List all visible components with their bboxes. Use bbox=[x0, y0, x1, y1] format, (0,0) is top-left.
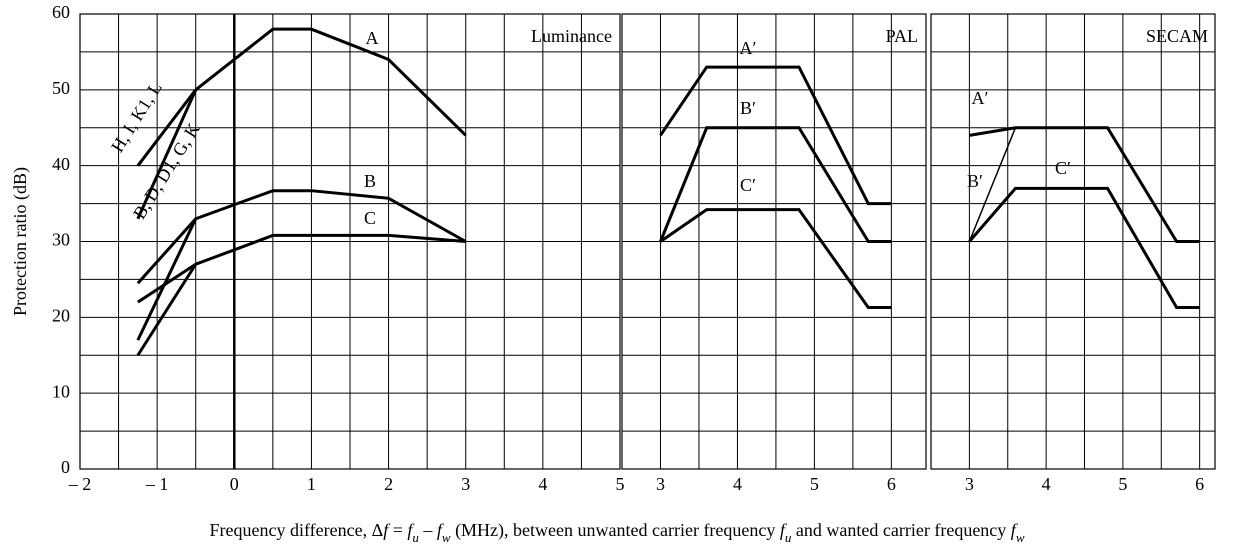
x-axis-label-part: w bbox=[1016, 530, 1025, 545]
x-axis-label-part: – bbox=[419, 520, 437, 540]
y-tick-label: 30 bbox=[52, 230, 70, 250]
x-axis-label-part: u bbox=[412, 530, 419, 545]
data-line bbox=[969, 126, 1200, 243]
x-tick-label: 5 bbox=[810, 474, 819, 494]
x-axis-label-part: w bbox=[442, 530, 451, 545]
x-axis-label-part: f bbox=[1011, 520, 1019, 540]
x-tick-label: 6 bbox=[1195, 474, 1204, 494]
x-tick-label: 6 bbox=[887, 474, 896, 494]
series-label: A bbox=[366, 28, 379, 48]
y-tick-label: 40 bbox=[52, 154, 70, 174]
x-tick-label: 3 bbox=[461, 474, 470, 494]
series-label: C bbox=[364, 208, 376, 228]
series-label: B bbox=[364, 171, 376, 191]
data-line bbox=[968, 186, 1200, 309]
series-label: A′ bbox=[972, 88, 989, 108]
y-axis-label: Protection ratio (dB) bbox=[10, 167, 31, 316]
y-tick-label: 50 bbox=[52, 78, 70, 98]
x-tick-label: 1 bbox=[307, 474, 316, 494]
x-axis-label-part: f bbox=[407, 520, 415, 540]
series-label: B, D, D1, G, K bbox=[129, 119, 204, 222]
series-label: B′ bbox=[967, 171, 983, 191]
x-axis-label-part: f bbox=[780, 520, 788, 540]
x-tick-label: 5 bbox=[1118, 474, 1127, 494]
series-label: C′ bbox=[740, 175, 756, 195]
y-tick-label: 60 bbox=[52, 2, 70, 22]
plot-frame bbox=[79, 13, 621, 470]
x-axis-label: Frequency difference, Δf = fu – fw (MHz)… bbox=[210, 520, 1025, 545]
x-tick-label: 2 bbox=[384, 474, 393, 494]
data-line bbox=[137, 233, 466, 304]
plot-frame bbox=[621, 13, 927, 470]
y-tick-label: 0 bbox=[61, 457, 70, 477]
x-axis-label-part: f bbox=[383, 520, 391, 540]
x-tick-label: – 2 bbox=[68, 474, 92, 494]
data-line bbox=[136, 263, 197, 357]
data-line bbox=[968, 127, 1017, 242]
plot-frame bbox=[930, 13, 1216, 470]
data-line bbox=[659, 126, 892, 243]
panel-title: PAL bbox=[886, 26, 918, 46]
x-axis-label-part: u bbox=[785, 530, 792, 545]
x-tick-label: 3 bbox=[656, 474, 665, 494]
y-tick-label: 20 bbox=[52, 305, 70, 325]
data-line bbox=[136, 189, 467, 285]
series-label: B′ bbox=[740, 98, 756, 118]
x-axis-label-part: = bbox=[388, 520, 407, 540]
x-tick-label: – 1 bbox=[145, 474, 169, 494]
x-axis-label-part: and wanted carrier frequency bbox=[791, 520, 1010, 540]
x-tick-label: 5 bbox=[616, 474, 625, 494]
y-tick-label: 10 bbox=[52, 381, 70, 401]
x-tick-label: 0 bbox=[230, 474, 239, 494]
x-axis-label-part: f bbox=[437, 520, 445, 540]
x-tick-label: 3 bbox=[965, 474, 974, 494]
data-line bbox=[136, 88, 197, 167]
data-line bbox=[659, 65, 892, 206]
data-line bbox=[136, 218, 198, 341]
x-tick-label: 4 bbox=[538, 474, 547, 494]
series-label: A′ bbox=[740, 38, 757, 58]
data-line bbox=[194, 27, 467, 137]
data-line bbox=[136, 89, 198, 220]
x-tick-label: 4 bbox=[1042, 474, 1051, 494]
x-tick-label: 4 bbox=[733, 474, 742, 494]
panel-title: SECAM bbox=[1146, 26, 1208, 46]
series-label: C′ bbox=[1055, 158, 1071, 178]
x-axis-label-part: Frequency difference, Δ bbox=[210, 520, 384, 540]
panel-title: Luminance bbox=[531, 26, 612, 46]
x-axis-label-part: (MHz), between unwanted carrier frequenc… bbox=[451, 520, 780, 541]
data-line bbox=[659, 208, 892, 309]
